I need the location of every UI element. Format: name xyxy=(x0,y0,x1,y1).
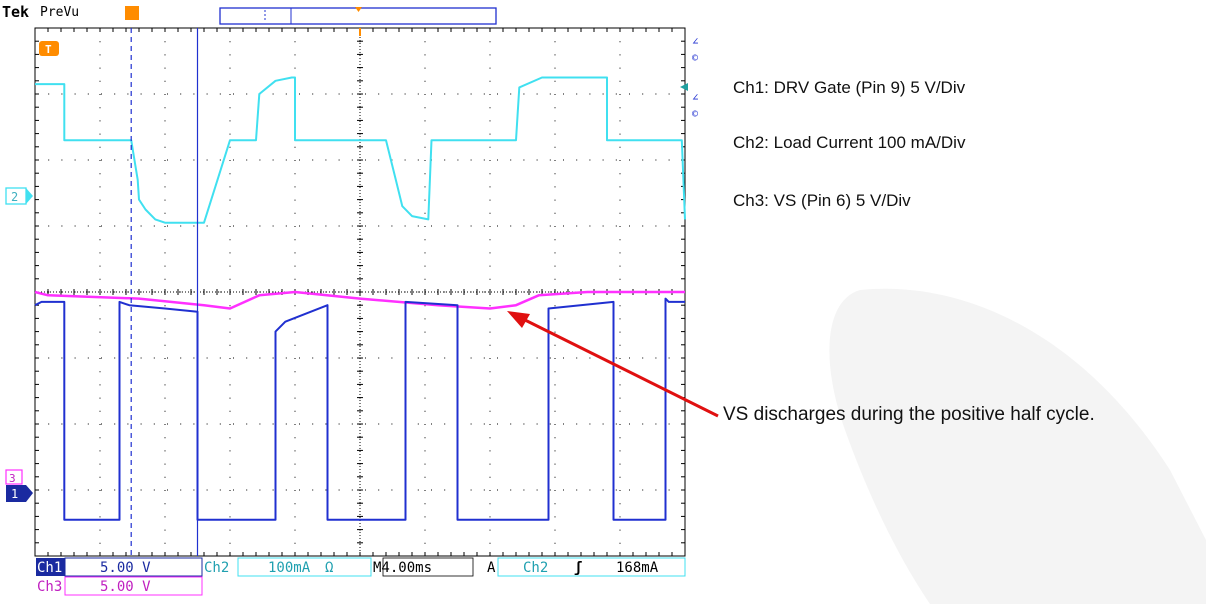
ch2-marker-text: 2 xyxy=(11,190,18,204)
trigger-level: 168mA xyxy=(616,560,659,576)
trigger-ref-icon-2: © xyxy=(692,109,699,120)
trigger-box xyxy=(497,557,686,577)
trigger-position-icon xyxy=(125,6,139,20)
trace-ch3 xyxy=(34,290,685,310)
ch2-badge-label: Ch2 xyxy=(204,560,229,576)
annotation-ch2: Ch2: Load Current 100 mA/Div xyxy=(733,133,966,152)
trigger-time-icon xyxy=(39,41,59,56)
ch1-scale-box xyxy=(64,557,203,577)
ch3-badge-label: Ch3 xyxy=(37,579,62,595)
trigger-point-icon xyxy=(355,7,362,12)
ch1-badge-label: Ch1 xyxy=(37,560,62,576)
ch1-badge xyxy=(36,558,65,576)
ch1-scale: 5.00 V xyxy=(100,560,151,576)
ch1-ground-marker xyxy=(6,485,26,502)
oscilloscope-screen: Tek PreVu T 2 3 1 ∠ © ∠ © Ch1 5.00 V Ch2 xyxy=(2,3,699,604)
timebase-label: M4.00ms xyxy=(373,560,432,576)
ch3-ground-marker xyxy=(5,469,23,485)
trigger-source: Ch2 xyxy=(523,560,548,576)
ch3-scale: 5.00 V xyxy=(100,579,151,595)
status-bar: Ch1 5.00 V Ch2 100mA Ω M4.00ms A Ch2 ʃ 1… xyxy=(35,557,686,604)
ch2-unit: Ω xyxy=(325,560,333,576)
timebase-box xyxy=(382,557,474,577)
trigger-mode: A xyxy=(487,560,496,576)
ch1-marker-text: 1 xyxy=(11,487,18,501)
annotation-vs-discharge: VS discharges during the positive half c… xyxy=(723,404,1095,425)
trigger-ref-icon: © xyxy=(692,53,699,64)
ch2-scale: 100mA xyxy=(268,560,311,576)
trigger-level-icon: ∠ xyxy=(692,35,699,48)
ch3-badge xyxy=(36,577,65,595)
ch2-scale-box xyxy=(237,557,372,577)
ch1-arrow-icon xyxy=(26,485,33,502)
ch3-scale-box xyxy=(64,576,203,596)
trigger-marker-text: T xyxy=(45,43,52,56)
channel-markers: T 2 3 1 ∠ © ∠ © xyxy=(5,35,699,502)
trace-ch2 xyxy=(35,76,686,224)
mode-label: PreVu xyxy=(40,5,79,20)
annotation-ch1: Ch1: DRV Gate (Pin 9) 5 V/Div xyxy=(733,78,966,97)
scope-header: Tek PreVu xyxy=(2,3,497,25)
ch2-arrow-icon xyxy=(26,188,33,204)
annotation-ch3: Ch3: VS (Pin 6) 5 V/Div xyxy=(733,191,911,210)
trigger-level-icon-2: ∠ xyxy=(692,91,699,104)
brand-label: Tek xyxy=(2,3,29,21)
trigger-slope-icon: ʃ xyxy=(574,560,582,576)
ch3-marker-text: 3 xyxy=(9,472,16,485)
